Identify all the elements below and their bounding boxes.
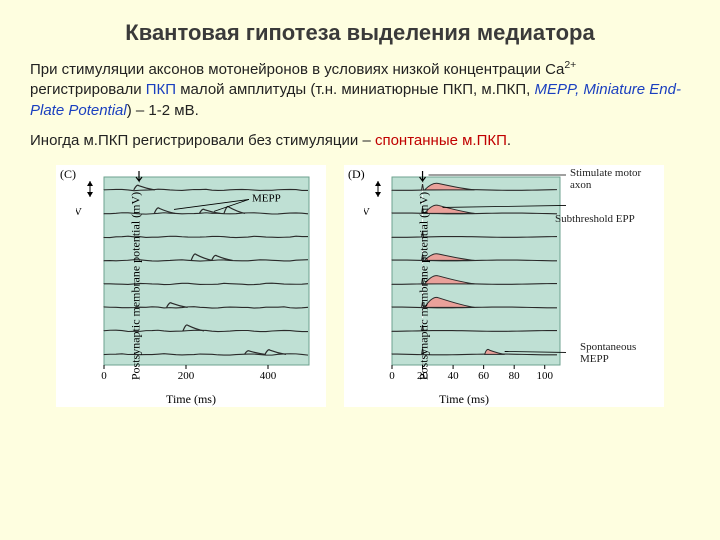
svg-text:1 mV: 1 mV: [364, 206, 370, 218]
panel-c-tag: (C): [60, 167, 76, 182]
svg-text:400: 400: [260, 370, 277, 382]
svg-text:1 mV: 1 mV: [76, 206, 82, 218]
p1-text1: При стимуляции аксонов мотонейронов в ус…: [30, 61, 564, 78]
panel-c: (C) Postsynaptic membrane potential (mV)…: [56, 165, 326, 407]
figure-row: (C) Postsynaptic membrane potential (mV)…: [30, 165, 690, 407]
panel-d-ylabel: Postsynaptic membrane potential (mV): [417, 192, 432, 380]
panel-c-svg: 1 mV MEPP 0 200 400: [76, 165, 326, 389]
p2-text2: .: [507, 132, 511, 149]
paragraph-1: При стимуляции аксонов мотонейронов в ус…: [30, 58, 690, 121]
p1-pkp: ПКП: [146, 81, 176, 98]
svg-text:0: 0: [389, 370, 395, 382]
panel-d-svg: 1 mV020406080100: [364, 165, 574, 389]
annot-spont: Spontaneous MEPP: [580, 341, 660, 365]
p1-text3: малой амплитуды (т.н. миниатюрные ПКП, м…: [176, 81, 534, 98]
panel-c-ylabel: Postsynaptic membrane potential (mV): [129, 192, 144, 380]
page-title: Квантовая гипотеза выделения медиатора: [30, 20, 690, 46]
svg-text:40: 40: [448, 370, 460, 382]
p1-text4: ) – 1-2 мВ.: [127, 102, 199, 119]
p1-text2: регистрировали: [30, 81, 146, 98]
svg-text:80: 80: [509, 370, 521, 382]
panel-d-tag: (D): [348, 167, 365, 182]
panel-d-xlabel: Time (ms): [264, 392, 664, 407]
paragraph-2: Иногда м.ПКП регистрировали без стимуляц…: [30, 131, 690, 151]
annot-epp: Subthreshold EPP: [555, 213, 660, 225]
p2-text1: Иногда м.ПКП регистрировали без стимуляц…: [30, 132, 375, 149]
svg-text:100: 100: [536, 370, 553, 382]
svg-text:200: 200: [178, 370, 195, 382]
p1-sup: 2+: [564, 59, 576, 71]
annot-stim: Stimulate motor axon: [570, 167, 660, 191]
panel-d: (D) Postsynaptic membrane potential (mV)…: [344, 165, 664, 407]
svg-text:MEPP: MEPP: [252, 192, 281, 204]
p2-spont: спонтанные м.ПКП: [375, 132, 507, 149]
svg-text:0: 0: [101, 370, 107, 382]
svg-text:60: 60: [478, 370, 490, 382]
